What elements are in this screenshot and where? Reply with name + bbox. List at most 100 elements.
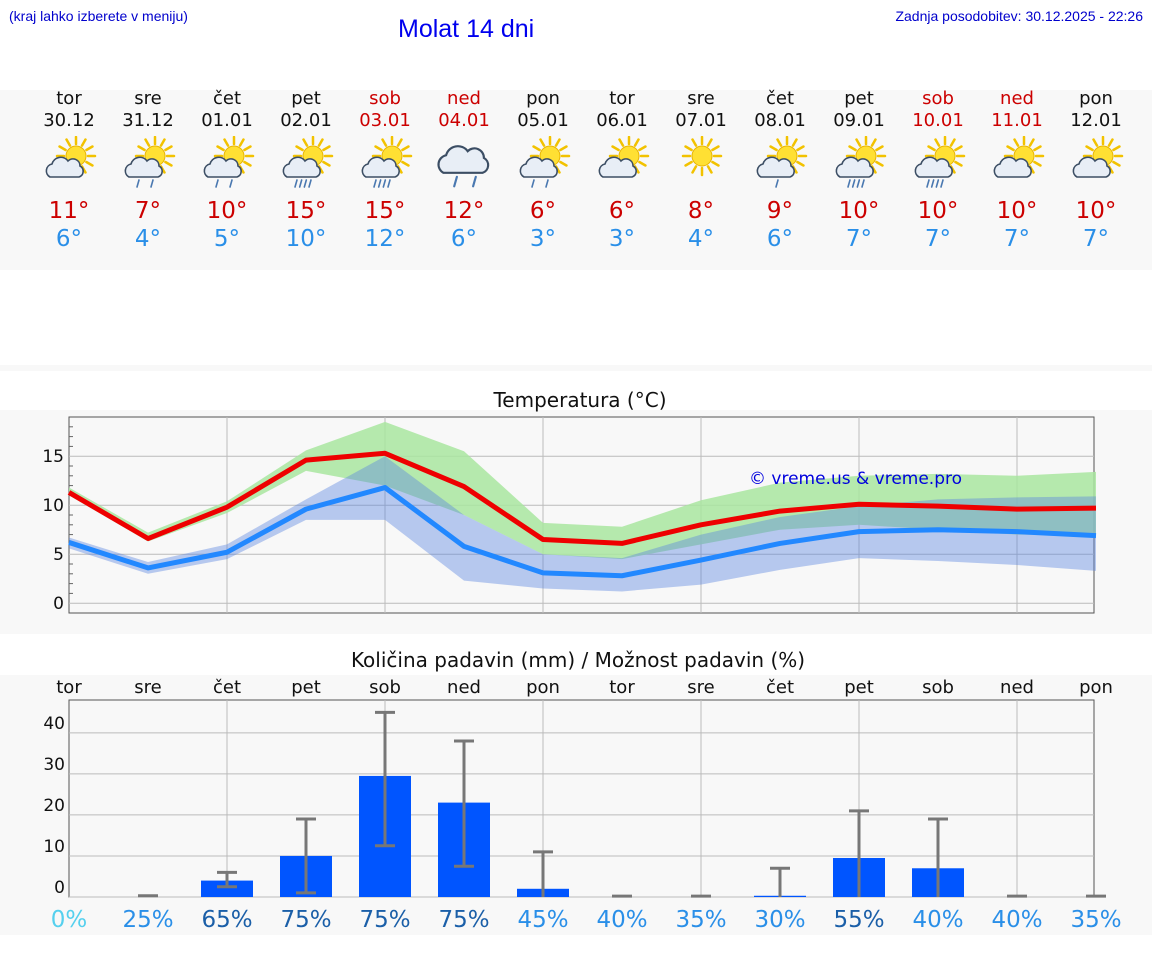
precip-error-bar bbox=[454, 739, 474, 868]
cloud-shape bbox=[598, 156, 637, 178]
forecast-min-temp: 3° bbox=[529, 226, 557, 252]
precip-y-tick-label: 0 bbox=[54, 878, 65, 898]
rain-drop bbox=[307, 179, 312, 188]
rain-drop bbox=[214, 179, 219, 188]
sun-cloud-heavy-rain-icon bbox=[361, 136, 412, 188]
rain-drop bbox=[228, 179, 233, 188]
precip-day-label: tor bbox=[56, 677, 82, 698]
cloud-shape bbox=[835, 156, 874, 188]
forecast-day: pet bbox=[844, 88, 874, 109]
forecast-date: 11.01 bbox=[991, 110, 1043, 131]
forecast-date: 06.01 bbox=[596, 110, 648, 131]
precip-error-bar bbox=[533, 850, 553, 897]
cloud-shape bbox=[361, 156, 400, 188]
forecast-max-temp: 10° bbox=[206, 198, 248, 224]
precip-chart-title: Količina padavin (mm) / Možnost padavin … bbox=[350, 648, 806, 672]
rain-drop bbox=[298, 179, 302, 188]
cloud-shape bbox=[203, 156, 242, 188]
precip-error-bar bbox=[691, 894, 711, 898]
forecast-day: sob bbox=[369, 88, 401, 109]
cloud-shape bbox=[1072, 156, 1111, 178]
precipitation-chart: tor sre čet pet sob ned pon tor sre čet pet sob ned p… bbox=[43, 677, 1121, 933]
forecast-date: 04.01 bbox=[438, 110, 490, 131]
sun-cloud-heavy-rain-icon bbox=[835, 136, 886, 188]
precip-probability-label: 75% bbox=[438, 907, 489, 933]
forecast-day: ned bbox=[1000, 88, 1034, 109]
cloud-shape bbox=[282, 156, 321, 188]
separator-band bbox=[0, 365, 1152, 371]
forecast-date: 08.01 bbox=[754, 110, 806, 131]
precip-probability-label: 25% bbox=[122, 907, 173, 933]
forecast-min-temp: 4° bbox=[134, 226, 162, 252]
forecast-min-temp: 3° bbox=[608, 226, 636, 252]
last-updated: Zadnja posodobitev: 30.12.2025 - 22:26 bbox=[895, 8, 1143, 24]
sun-cloud-rain-icon bbox=[203, 136, 254, 188]
precip-day-label: sre bbox=[134, 677, 161, 698]
forecast-day: ned bbox=[447, 88, 481, 109]
precip-error-bar bbox=[612, 894, 632, 898]
temp-min-line bbox=[68, 485, 1097, 579]
sun-cloud-rain-icon bbox=[124, 136, 175, 188]
forecast-min-temp: 10° bbox=[285, 226, 327, 252]
forecast-day: sre bbox=[687, 88, 715, 109]
rain-drop bbox=[372, 179, 377, 188]
precip-probability-label: 35% bbox=[675, 907, 726, 933]
rain-drop bbox=[935, 179, 939, 188]
location-hint: (kraj lahko izberete v meniju) bbox=[9, 8, 188, 24]
sun-cloud-light-rain-icon bbox=[756, 136, 807, 188]
forecast-max-temp: 10° bbox=[996, 198, 1038, 224]
precip-day-label: ned bbox=[1000, 677, 1034, 698]
forecast-max-temp: 12° bbox=[443, 198, 485, 224]
forecast-day: čet bbox=[765, 88, 795, 109]
forecast-min-temp: 7° bbox=[1003, 226, 1031, 252]
sun-cloud-icon bbox=[1072, 136, 1123, 178]
forecast-day: pet bbox=[291, 88, 321, 109]
sun-cloud-rain-icon bbox=[519, 136, 570, 188]
precip-day-label: sob bbox=[369, 677, 401, 698]
forecast-min-temp: 6° bbox=[766, 226, 794, 252]
precip-probability-label: 40% bbox=[596, 907, 647, 933]
precip-error-bar bbox=[849, 809, 869, 897]
sun-cloud-heavy-rain-icon bbox=[914, 136, 965, 188]
cloud-shape bbox=[124, 156, 163, 188]
precip-error-bar bbox=[217, 870, 237, 889]
precip-probability-label: 75% bbox=[359, 907, 410, 933]
rain-drop bbox=[530, 179, 535, 188]
rain-drop bbox=[135, 179, 140, 188]
precip-day-label: čet bbox=[213, 677, 241, 698]
rain-drop bbox=[856, 179, 860, 188]
temp-chart-title: Temperatura (°C) bbox=[493, 388, 667, 412]
precip-error-bar bbox=[138, 894, 158, 898]
forecast-date: 31.12 bbox=[122, 110, 174, 131]
precip-error-bar bbox=[1086, 894, 1106, 898]
page-title: Molat 14 dni bbox=[398, 15, 535, 43]
precip-probability-label: 75% bbox=[280, 907, 331, 933]
rain-drop bbox=[293, 179, 298, 188]
rain-drop bbox=[860, 179, 865, 188]
sun-rays bbox=[529, 136, 570, 177]
rain-drop bbox=[382, 179, 386, 188]
forecast-min-temp: 4° bbox=[687, 226, 715, 252]
precip-error-bar bbox=[375, 710, 395, 848]
rain-drop bbox=[774, 179, 779, 188]
forecast-date: 30.12 bbox=[43, 110, 95, 131]
rain-drop bbox=[303, 179, 307, 188]
rain-drop bbox=[930, 179, 934, 188]
temperature-chart: 0 5 10 15 © vreme.us & vreme.pro bbox=[42, 416, 1097, 614]
sun-icon bbox=[681, 136, 722, 177]
forecast-date: 07.01 bbox=[675, 110, 727, 131]
cloud-shape bbox=[45, 156, 84, 178]
rain-drop bbox=[851, 179, 855, 188]
precip-error-bar bbox=[928, 817, 948, 897]
sun-cloud-icon bbox=[45, 136, 96, 178]
precip-probability-label: 65% bbox=[201, 907, 252, 933]
forecast-max-temp: 8° bbox=[687, 198, 715, 224]
precip-day-label: ned bbox=[447, 677, 481, 698]
precip-plot-area bbox=[68, 699, 1095, 898]
rain-drop bbox=[939, 179, 944, 188]
forecast-date: 09.01 bbox=[833, 110, 885, 131]
precip-probability-label: 30% bbox=[754, 907, 805, 933]
precip-day-label: sob bbox=[922, 677, 954, 698]
precip-y-tick-label: 20 bbox=[43, 796, 65, 816]
precip-bar bbox=[201, 880, 253, 897]
